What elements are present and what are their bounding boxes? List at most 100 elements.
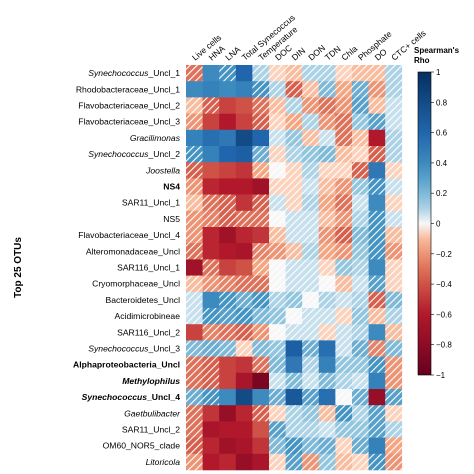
- heatmap-cell: [235, 129, 253, 147]
- heatmap-cell: [186, 129, 203, 147]
- heatmap-cell-hatch: [235, 275, 253, 293]
- heatmap-cell-hatch: [202, 275, 220, 293]
- heatmap-cell-hatch: [335, 405, 353, 422]
- row-label: Flavobacteriaceae_Uncl_4: [78, 230, 180, 240]
- heatmap-cell-hatch: [335, 194, 353, 212]
- row-label: Gracilimonas: [130, 133, 181, 143]
- heatmap-cell-hatch: [318, 194, 336, 212]
- heatmap-cell-hatch: [219, 194, 237, 212]
- heatmap-cell-hatch: [352, 405, 369, 422]
- heatmap-cell: [202, 227, 220, 244]
- heatmap-cell-hatch: [202, 340, 220, 357]
- heatmap-cell-hatch: [352, 162, 369, 179]
- heatmap-cell-hatch: [335, 421, 353, 438]
- heatmap-cell-hatch: [368, 421, 386, 438]
- heatmap-cell-hatch: [269, 162, 286, 179]
- column-label: Chla: [339, 43, 359, 62]
- y-axis-label: Top 25 OTUs: [13, 237, 24, 298]
- heatmap-cell-hatch: [269, 81, 286, 98]
- heatmap-cell-hatch: [368, 113, 386, 131]
- heatmap-cell-hatch: [252, 210, 270, 228]
- colorbar-ticks: 1 0.8 0.6 0.4 0.2 0 −0.2 −0.4 −0.6 −0.8 −1: [431, 68, 452, 380]
- row-label: Gaetbulibacter: [124, 408, 181, 418]
- heatmap-cell-hatch: [186, 113, 203, 131]
- heatmap-cell-hatch: [385, 372, 403, 390]
- column-label: LNA: [223, 44, 242, 63]
- heatmap-cell-hatch: [318, 405, 336, 422]
- heatmap-cell-hatch: [335, 178, 353, 195]
- heatmap-cell: [219, 129, 237, 147]
- heatmap-cell-hatch: [385, 453, 403, 471]
- heatmap-cell-hatch: [302, 405, 320, 422]
- heatmap-cell-hatch: [252, 275, 270, 293]
- row-label: Rhodobacteraceae_Uncl_1: [76, 84, 180, 94]
- heatmap-cell-hatch: [302, 389, 320, 406]
- heatmap-cell-hatch: [285, 146, 303, 163]
- heatmap-cell-hatch: [352, 291, 369, 309]
- row-label: Joostella: [145, 165, 180, 175]
- heatmap-cell-hatch: [352, 81, 369, 98]
- heatmap-cell-hatch: [252, 405, 270, 422]
- heatmap-cell-hatch: [235, 324, 253, 341]
- colorbar-tick-label: 0: [436, 220, 441, 229]
- heatmap-cell: [202, 65, 220, 82]
- row-label: Synechococcus_Uncl_3: [88, 344, 180, 354]
- heatmap-cell-hatch: [335, 162, 353, 179]
- heatmap-cell-hatch: [352, 308, 369, 325]
- heatmap-cell-hatch: [352, 97, 369, 114]
- heatmap-cell-hatch: [335, 259, 353, 276]
- heatmap-cell: [219, 162, 237, 179]
- heatmap-cell-hatch: [352, 453, 369, 471]
- heatmap-cell: [219, 372, 237, 390]
- heatmap-cell-hatch: [219, 210, 237, 228]
- heatmap-cell-hatch: [318, 437, 336, 455]
- heatmap-cell-hatch: [302, 146, 320, 163]
- heatmap-cell-hatch: [285, 421, 303, 438]
- heatmap-cell-hatch: [219, 340, 237, 357]
- heatmap-cell-hatch: [186, 372, 203, 390]
- heatmap-cell-hatch: [368, 275, 386, 293]
- heatmap-cell: [235, 81, 253, 98]
- heatmap-cell: [202, 437, 220, 455]
- heatmap-cell-hatch: [186, 97, 203, 114]
- heatmap-cell-hatch: [219, 291, 237, 309]
- row-label: Acidimicrobineae: [115, 311, 181, 321]
- heatmap-cell-hatch: [335, 243, 353, 260]
- heatmap-cell-hatch: [318, 259, 336, 276]
- heatmap-cell-hatch: [269, 259, 286, 276]
- heatmap-cell-hatch: [285, 81, 303, 98]
- colorbar-tick-label: −0.4: [436, 280, 452, 289]
- heatmap-cell: [219, 113, 237, 131]
- heatmap-cell-hatch: [302, 227, 320, 244]
- heatmap-cell: [252, 178, 270, 195]
- row-label: OM60_NOR5_clade: [103, 441, 181, 451]
- heatmap-cell-hatch: [385, 97, 403, 114]
- heatmap-cell: [252, 453, 270, 471]
- heatmap-cell: [202, 291, 220, 309]
- heatmap-cell-hatch: [285, 194, 303, 212]
- heatmap-cell-hatch: [302, 194, 320, 212]
- heatmap-cell-hatch: [385, 389, 403, 406]
- heatmap-cell-hatch: [335, 129, 353, 147]
- heatmap-cell-hatch: [219, 308, 237, 325]
- heatmap-cell-hatch: [385, 194, 403, 212]
- heatmap-cell-hatch: [352, 210, 369, 228]
- heatmap-cell: [202, 178, 220, 195]
- row-label: SAR116_Uncl_2: [117, 327, 180, 337]
- heatmap-cell-hatch: [352, 243, 369, 260]
- heatmap-cell-hatch: [335, 340, 353, 357]
- heatmap-cell: [235, 162, 253, 179]
- heatmap-cell-hatch: [219, 275, 237, 293]
- heatmap-cell-hatch: [285, 97, 303, 114]
- heatmap-cell-hatch: [335, 210, 353, 228]
- colorbar-tick-label: 0.8: [436, 98, 448, 107]
- heatmap-cell-hatch: [252, 356, 270, 374]
- heatmap-cell-hatch: [269, 210, 286, 228]
- heatmap-cell-hatch: [285, 178, 303, 195]
- heatmap-cell-hatch: [318, 243, 336, 260]
- heatmap-cell-hatch: [352, 194, 369, 212]
- heatmap-cell-hatch: [285, 210, 303, 228]
- heatmap-cell: [235, 243, 253, 260]
- colorbar-tick-label: −0.6: [436, 310, 452, 319]
- heatmap-cell-hatch: [385, 259, 403, 276]
